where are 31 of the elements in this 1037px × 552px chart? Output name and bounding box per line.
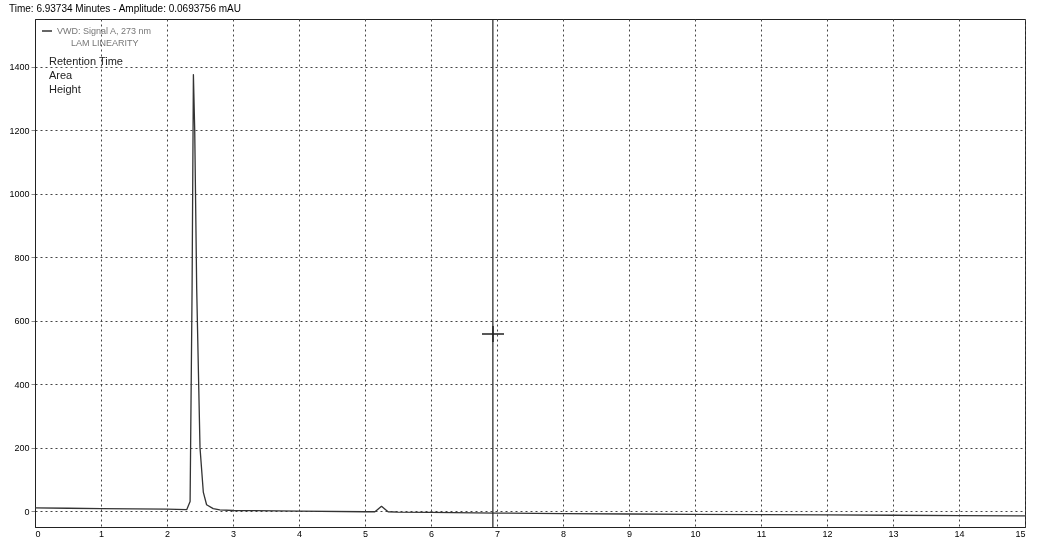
x-tick-label: 3 — [230, 528, 237, 539]
y-tick-label: 0 — [24, 506, 30, 517]
annotation: Retention Time — [49, 55, 123, 67]
annotation: Area — [49, 69, 74, 81]
chart-title: Time: 6.93734 Minutes - Amplitude: 0.0693756 mAU — [8, 3, 241, 15]
y-tick-label: 400 — [14, 379, 30, 390]
x-tick-label: 6 — [428, 528, 435, 539]
x-tick-label: 13 — [888, 528, 899, 539]
y-tick-label: 800 — [14, 252, 30, 263]
y-tick-label: 600 — [14, 316, 30, 327]
legend-label: VWD: Signal A, 273 nm — [57, 26, 152, 36]
x-tick-label: 2 — [164, 528, 171, 539]
y-tick-label: 200 — [14, 443, 30, 454]
x-tick-label: 4 — [296, 528, 303, 539]
y-tick-label: 1200 — [9, 125, 30, 136]
x-tick-label: 8 — [560, 528, 567, 539]
x-tick-label: 15 — [1015, 528, 1026, 539]
x-tick-label: 14 — [954, 528, 965, 539]
annotation: Height — [49, 83, 81, 95]
annotation: LAM LINEARITY — [71, 38, 139, 48]
x-tick-label: 10 — [690, 528, 701, 539]
x-tick-label: 11 — [756, 528, 767, 539]
x-tick-label: 1 — [98, 528, 105, 539]
x-tick-label: 12 — [822, 528, 833, 539]
x-tick-label: 9 — [626, 528, 633, 539]
y-tick-label: 1400 — [9, 62, 30, 73]
x-tick-label: 7 — [494, 528, 501, 539]
y-tick-label: 1000 — [9, 189, 30, 200]
line-series — [34, 73, 1026, 517]
x-tick-label: 0 — [35, 528, 41, 539]
x-tick-label: 5 — [362, 528, 369, 539]
